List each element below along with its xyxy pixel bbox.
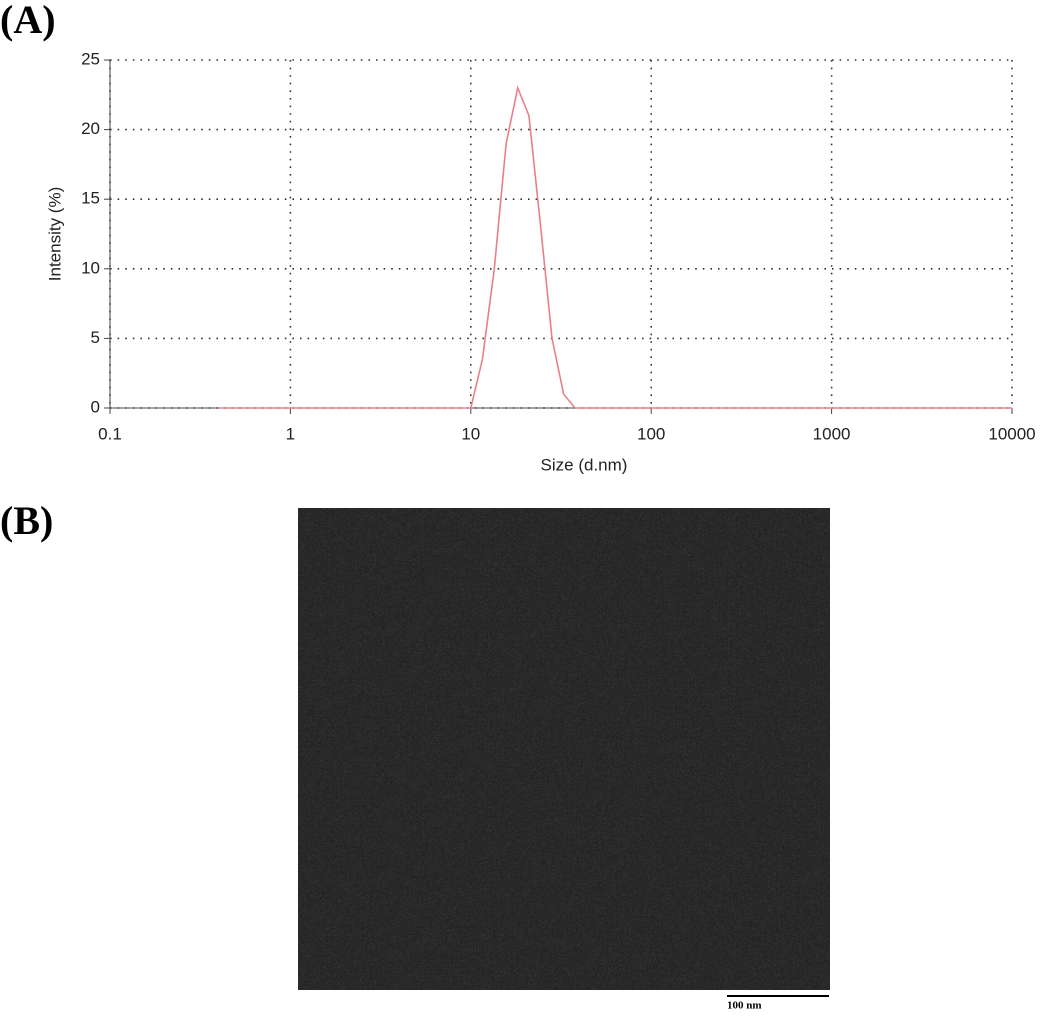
x-tick-label: 10: [461, 424, 480, 443]
data-line: [218, 85, 1012, 409]
y-axis-label: Intensity (%): [45, 187, 64, 281]
x-axis-label: Size (d.nm): [541, 455, 628, 474]
x-tick-label: 10000: [988, 424, 1035, 443]
y-tick-label: 0: [91, 397, 100, 416]
y-tick-label: 10: [81, 258, 100, 277]
x-tick-label: 1: [286, 424, 295, 443]
x-tick-label: 0.1: [98, 424, 122, 443]
y-tick-label: 15: [81, 189, 100, 208]
y-tick-label: 25: [81, 49, 100, 68]
panel-label: (A): [0, 0, 56, 42]
y-tick-label: 5: [91, 328, 100, 347]
tem-image: [298, 508, 830, 990]
y-tick-label: 20: [81, 119, 100, 138]
x-tick-label: 1000: [813, 424, 851, 443]
x-tick-label: 100: [637, 424, 665, 443]
scale-bar-label: 100 nm: [727, 1000, 762, 1012]
panel-label: (B): [0, 498, 53, 543]
